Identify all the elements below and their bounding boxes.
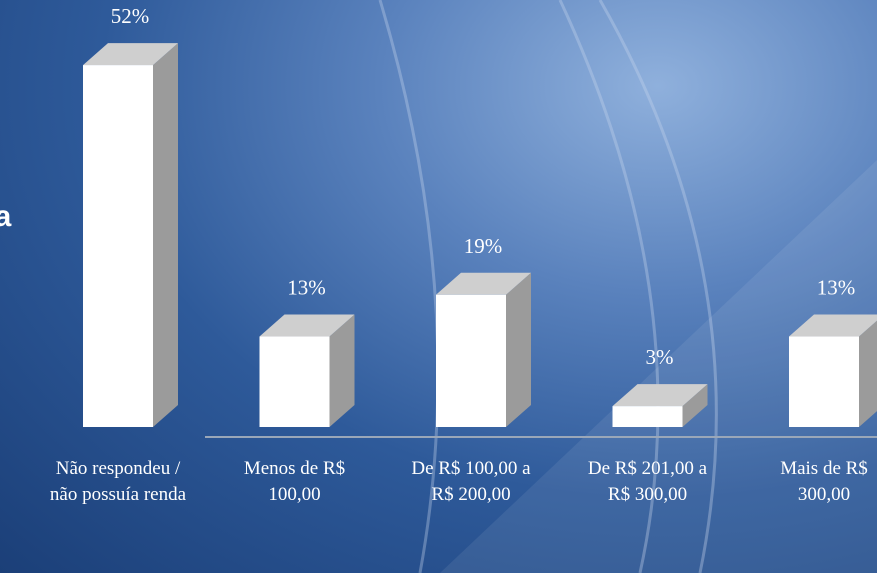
bar-side: [682, 384, 708, 427]
decor-light: [440, 160, 877, 573]
bar-side: [506, 272, 531, 427]
bar-side: [153, 43, 178, 427]
value-label: 19%: [464, 234, 503, 258]
bar-top: [83, 43, 178, 66]
title-fragment: va: [0, 200, 12, 233]
decor-swirl: [378, 0, 718, 573]
x-tick-label: Não respondeu / não possuía renda: [49, 458, 187, 505]
x-tick-label: De R$ 201,00 a R$ 300,00: [587, 458, 708, 505]
x-tick-label: Mais de R$ 300,00: [780, 458, 868, 505]
bar-top: [789, 314, 877, 337]
bar-top: [612, 384, 708, 407]
value-label: 13%: [817, 276, 856, 300]
bar: [436, 294, 506, 427]
bar-top: [436, 272, 531, 295]
value-label: 52%: [111, 4, 150, 28]
bar-side: [329, 314, 355, 427]
bar-side: [859, 320, 877, 427]
bar: [789, 336, 859, 427]
bar: [83, 65, 153, 427]
x-tick-label: De R$ 100,00 a R$ 200,00: [411, 458, 531, 505]
value-label: 13%: [287, 276, 326, 300]
x-tick-label: Menos de R$ 100,00: [243, 458, 346, 505]
value-label: 3%: [646, 345, 674, 369]
bar-top: [259, 314, 355, 337]
bar: [259, 336, 330, 427]
bar: [612, 406, 683, 427]
